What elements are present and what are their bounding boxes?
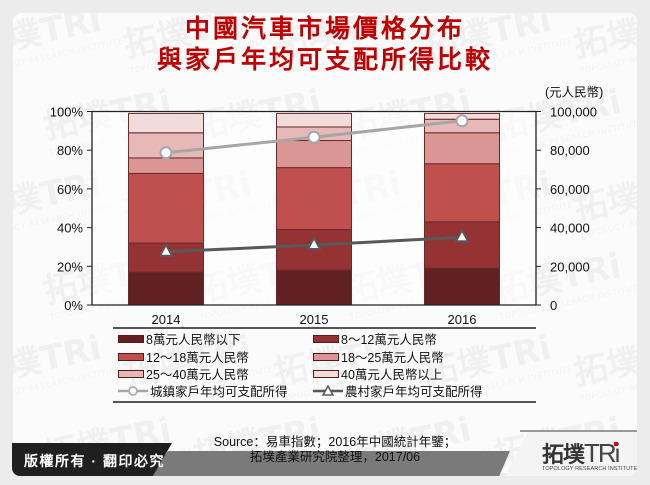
circle-marker-icon: [307, 130, 321, 144]
legend-label: 農村家戶年均可支配所得: [345, 385, 483, 399]
legend-triangle-line-icon: [313, 384, 343, 396]
left-tick-label: 0%: [64, 298, 83, 313]
chart-title-line2: 與家戶年均可支配所得比較: [156, 45, 493, 74]
bar-segment: [424, 163, 500, 223]
bar-segment: [128, 271, 204, 306]
legend-item: 40萬元人民幣以上: [313, 366, 443, 382]
x-axis-label: 2014: [152, 312, 181, 327]
legend-swatch: [118, 369, 144, 378]
right-axis-unit: (元人民幣): [545, 86, 603, 100]
source-note: Source：易車指數；2016年中國統計年鑒； 拓墣產業研究院整理，2017/…: [160, 435, 510, 465]
legend-item: 25～40萬元人民幣: [118, 366, 249, 382]
copyright-bar: [12, 443, 172, 476]
left-tick-label: 20%: [57, 259, 83, 274]
legend-label: 8～12萬元人民幣: [341, 333, 437, 347]
chart-title-line1: 中國汽車市場價格分布: [184, 14, 465, 43]
source-line-1: Source：易車指數；2016年中國統計年鑒；: [213, 435, 457, 449]
legend-item: 18～25萬元人民幣: [313, 349, 444, 365]
legend-item: 農村家戶年均可支配所得: [313, 383, 483, 399]
legend-swatch: [313, 334, 339, 343]
legend-item: 8萬元人民幣以下: [118, 331, 241, 347]
bar-segment: [128, 172, 204, 244]
left-tick-label: 60%: [57, 182, 83, 197]
bar-segment: [276, 269, 352, 306]
triangle-marker-icon: [454, 228, 470, 243]
legend-label: 40萬元人民幣以上: [341, 368, 443, 382]
bar-segment: [424, 132, 500, 165]
bar-segment: [276, 112, 352, 128]
legend-label: 12～18萬元人民幣: [146, 351, 249, 365]
x-axis-label: 2016: [448, 312, 477, 327]
bar-segment: [276, 140, 352, 169]
bar-segment: [128, 112, 204, 134]
right-tick-label: 100,000: [550, 105, 597, 120]
legend-item: 8～12萬元人民幣: [313, 331, 437, 347]
circle-marker-icon: [159, 146, 173, 160]
tri-logo: 拓墣TRi TOPOLOGY RESEARCH INSTITUTE: [542, 437, 637, 472]
right-tick-label: 60,000: [550, 182, 590, 197]
right-tick-label: 20,000: [550, 259, 590, 274]
legend-swatch: [313, 352, 339, 361]
legend-label: 城鎮家戶年均可支配所得: [150, 385, 288, 399]
logo-panel: [505, 431, 637, 476]
legend-label: 25～40萬元人民幣: [146, 368, 249, 382]
logo-chinese: 拓墣: [542, 442, 585, 468]
right-tick-label: 40,000: [550, 221, 590, 236]
triangle-marker-icon: [158, 242, 174, 257]
x-axis-label: 2015: [300, 312, 329, 327]
source-bar: [150, 451, 510, 476]
right-tick-label: 0: [550, 298, 557, 313]
triangle-marker-icon: [306, 235, 322, 251]
copyright-text: 版權所有 · 翻印必究: [24, 453, 165, 469]
stacked-bar-line-chart: 2014 2015 2016 0% 20% 40% 60% 80% 100% 0 20,000 40,…: [50, 86, 604, 328]
legend-item: 12～18萬元人民幣: [118, 349, 249, 365]
legend-swatch: [118, 352, 144, 361]
bar-segment: [128, 157, 204, 174]
bar-segment: [424, 267, 500, 306]
left-tick-label: 100%: [50, 105, 84, 120]
logo-tri: TRi: [584, 438, 620, 468]
source-line-2: 拓墣產業研究院整理，2017/06: [249, 450, 421, 464]
chart-legend: 8萬元人民幣以下 8～12萬元人民幣 12～18萬元人民幣 18～25萬元人民幣 25～…: [113, 327, 536, 403]
circle-marker-icon: [455, 114, 469, 128]
legend-swatch: [313, 369, 339, 378]
legend-item: 城鎮家戶年均可支配所得: [118, 383, 288, 399]
left-tick-label: 40%: [57, 221, 83, 236]
bar-segment: [276, 167, 352, 231]
right-tick-label: 80,000: [550, 143, 590, 158]
logo-divider: [520, 430, 637, 432]
legend-swatch: [118, 334, 144, 343]
legend-label: 8萬元人民幣以下: [146, 333, 241, 347]
left-tick-label: 80%: [57, 143, 83, 158]
logo-red-dot: [614, 442, 619, 446]
legend-label: 18～25萬元人民幣: [341, 351, 444, 365]
legend-circle-line-icon: [118, 385, 148, 396]
logo-subtitle: TOPOLOGY RESEARCH INSTITUTE: [542, 466, 638, 472]
